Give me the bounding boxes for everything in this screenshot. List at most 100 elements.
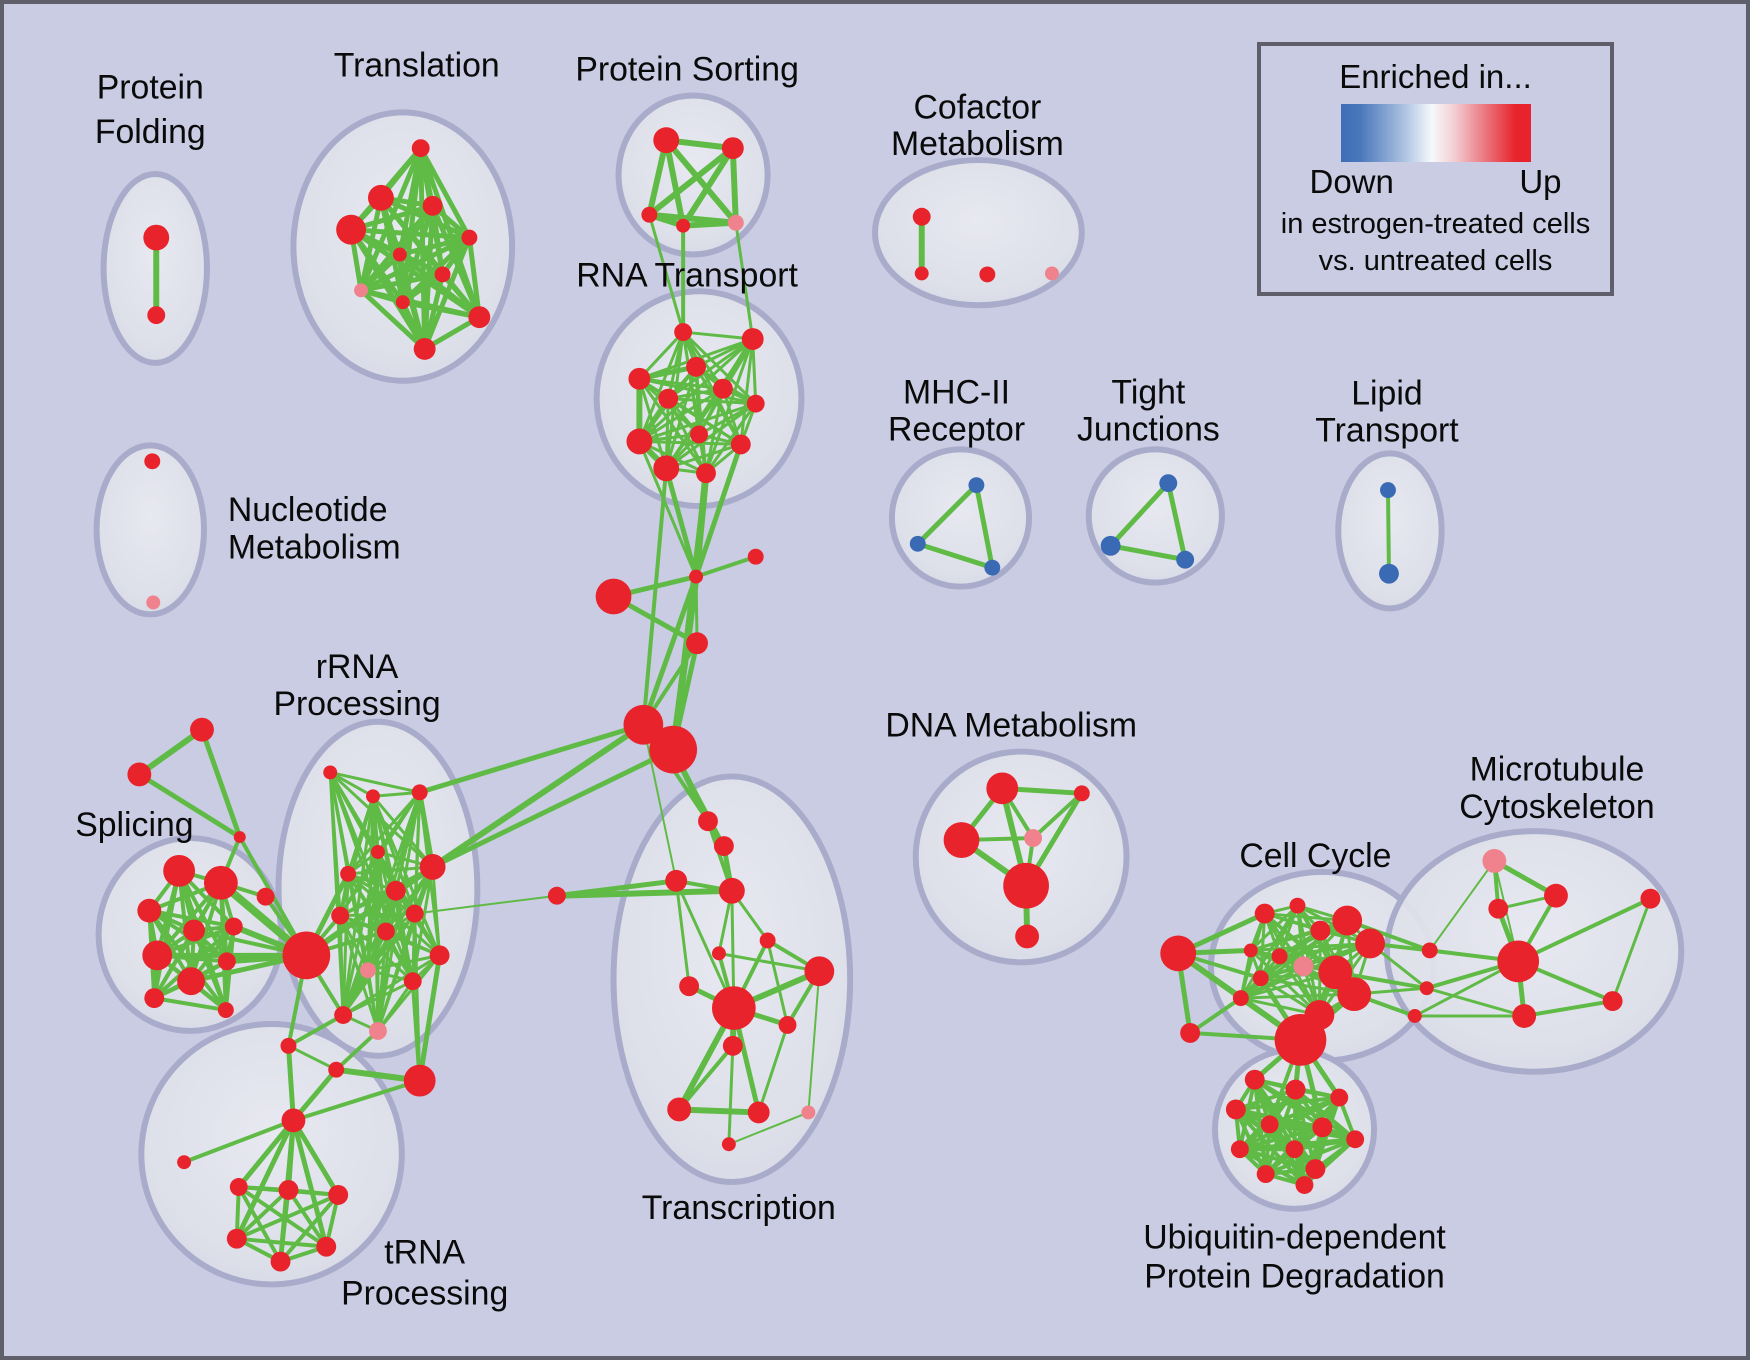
gene-set-node[interactable] xyxy=(626,428,653,455)
gene-set-node[interactable] xyxy=(368,1021,387,1040)
gene-set-node[interactable] xyxy=(328,1061,345,1078)
gene-set-node[interactable] xyxy=(698,811,718,832)
gene-set-node[interactable] xyxy=(340,865,357,882)
gene-set-node[interactable] xyxy=(984,559,1001,576)
gene-set-node[interactable] xyxy=(403,972,422,991)
gene-set-node[interactable] xyxy=(1332,905,1363,936)
gene-set-node[interactable] xyxy=(658,388,679,409)
gene-set-node[interactable] xyxy=(1544,883,1568,908)
gene-set-node[interactable] xyxy=(328,1185,349,1205)
gene-set-node[interactable] xyxy=(711,986,756,1030)
gene-set-node[interactable] xyxy=(721,1137,736,1152)
gene-set-node[interactable] xyxy=(217,1002,234,1018)
gene-set-node[interactable] xyxy=(281,1108,306,1133)
gene-set-node[interactable] xyxy=(354,283,368,298)
gene-set-node[interactable] xyxy=(721,137,744,160)
gene-set-node[interactable] xyxy=(127,762,152,787)
gene-set-node[interactable] xyxy=(323,765,338,780)
gene-set-node[interactable] xyxy=(1497,940,1540,983)
gene-set-node[interactable] xyxy=(1379,563,1399,584)
gene-set-node[interactable] xyxy=(1024,829,1043,848)
gene-set-node[interactable] xyxy=(270,1251,291,1272)
gene-set-node[interactable] xyxy=(1073,785,1090,802)
gene-set-node[interactable] xyxy=(226,1228,247,1249)
gene-set-node[interactable] xyxy=(665,869,688,892)
gene-set-node[interactable] xyxy=(1100,535,1121,556)
gene-set-node[interactable] xyxy=(979,266,996,283)
gene-set-node[interactable] xyxy=(1285,1140,1304,1159)
gene-set-node[interactable] xyxy=(1295,1176,1314,1194)
gene-set-node[interactable] xyxy=(1318,955,1353,990)
gene-set-node[interactable] xyxy=(968,477,985,494)
gene-set-node[interactable] xyxy=(331,906,350,925)
gene-set-node[interactable] xyxy=(224,917,243,936)
gene-set-node[interactable] xyxy=(429,945,450,966)
gene-set-node[interactable] xyxy=(943,822,980,858)
gene-set-node[interactable] xyxy=(1289,897,1306,914)
gene-set-node[interactable] xyxy=(1640,888,1661,909)
gene-set-node[interactable] xyxy=(759,932,776,949)
gene-set-node[interactable] xyxy=(676,218,691,233)
gene-set-node[interactable] xyxy=(1271,948,1288,965)
gene-set-node[interactable] xyxy=(1330,1088,1349,1107)
gene-set-node[interactable] xyxy=(468,306,491,329)
gene-set-node[interactable] xyxy=(282,931,331,980)
gene-set-node[interactable] xyxy=(727,214,744,231)
gene-set-node[interactable] xyxy=(1602,991,1623,1012)
gene-set-node[interactable] xyxy=(336,214,367,245)
gene-set-node[interactable] xyxy=(1312,1117,1333,1138)
gene-set-node[interactable] xyxy=(1421,942,1438,959)
gene-set-node[interactable] xyxy=(334,1006,353,1024)
gene-set-node[interactable] xyxy=(461,229,478,246)
gene-set-node[interactable] xyxy=(422,195,443,216)
gene-set-node[interactable] xyxy=(1380,482,1396,499)
gene-set-node[interactable] xyxy=(366,789,380,804)
gene-set-node[interactable] xyxy=(713,836,734,856)
gene-set-node[interactable] xyxy=(1180,1022,1201,1043)
gene-set-node[interactable] xyxy=(1407,1009,1422,1023)
gene-set-node[interactable] xyxy=(376,922,395,941)
gene-set-node[interactable] xyxy=(778,1016,797,1034)
gene-set-node[interactable] xyxy=(722,1035,743,1056)
gene-set-node[interactable] xyxy=(1243,943,1258,958)
gene-set-node[interactable] xyxy=(233,831,246,844)
gene-set-node[interactable] xyxy=(667,1097,692,1122)
gene-set-node[interactable] xyxy=(649,725,698,774)
gene-set-node[interactable] xyxy=(711,946,726,961)
gene-set-node[interactable] xyxy=(1176,550,1195,569)
gene-set-node[interactable] xyxy=(1310,920,1331,941)
gene-set-node[interactable] xyxy=(405,904,424,923)
gene-set-node[interactable] xyxy=(730,434,751,455)
gene-set-node[interactable] xyxy=(147,306,166,325)
gene-set-node[interactable] xyxy=(718,877,745,904)
gene-set-node[interactable] xyxy=(1044,266,1059,281)
gene-set-node[interactable] xyxy=(909,535,926,552)
gene-set-node[interactable] xyxy=(547,886,566,905)
gene-set-node[interactable] xyxy=(986,772,1019,805)
gene-set-node[interactable] xyxy=(746,394,765,413)
gene-set-node[interactable] xyxy=(370,845,385,859)
gene-set-node[interactable] xyxy=(747,548,764,565)
gene-set-node[interactable] xyxy=(1160,935,1197,972)
gene-set-node[interactable] xyxy=(628,367,651,390)
gene-set-node[interactable] xyxy=(278,1180,299,1200)
gene-set-node[interactable] xyxy=(1293,956,1314,977)
gene-set-node[interactable] xyxy=(142,940,173,971)
gene-set-node[interactable] xyxy=(1256,1165,1275,1184)
gene-set-node[interactable] xyxy=(203,865,238,900)
gene-set-node[interactable] xyxy=(674,323,693,342)
gene-set-node[interactable] xyxy=(392,247,407,262)
gene-set-node[interactable] xyxy=(368,184,394,211)
gene-set-node[interactable] xyxy=(403,1064,436,1097)
gene-set-node[interactable] xyxy=(1274,1014,1327,1066)
gene-set-node[interactable] xyxy=(1512,1004,1537,1028)
gene-set-node[interactable] xyxy=(689,569,704,584)
gene-set-node[interactable] xyxy=(1337,977,1372,1012)
gene-set-node[interactable] xyxy=(1285,1079,1306,1100)
gene-set-node[interactable] xyxy=(1230,1140,1249,1159)
gene-set-node[interactable] xyxy=(1488,898,1509,919)
gene-set-node[interactable] xyxy=(360,962,376,979)
gene-set-node[interactable] xyxy=(912,207,931,226)
gene-set-node[interactable] xyxy=(280,1037,297,1054)
gene-set-node[interactable] xyxy=(411,139,430,158)
